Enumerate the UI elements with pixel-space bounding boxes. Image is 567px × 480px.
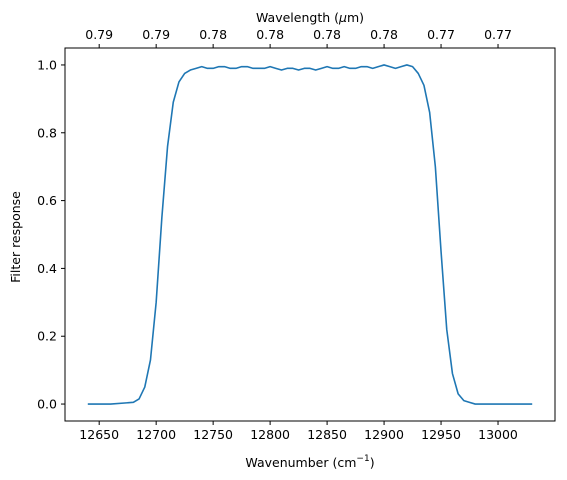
plot-frame (64, 47, 556, 422)
top-x-tick-label: 0.79 (85, 27, 113, 42)
y-tick-label: 0.0 (37, 397, 57, 412)
y-tick-label: 0.8 (37, 125, 57, 140)
x-tick-label: 12900 (364, 427, 404, 442)
x-tick-label: 12750 (193, 427, 233, 442)
x-axis-title: Wavenumber (cm−1) (245, 454, 374, 470)
top-x-tick-label: 0.78 (199, 27, 227, 42)
y-tick-label: 0.4 (37, 261, 57, 276)
top-x-tick-label: 0.77 (484, 27, 512, 42)
x-tick-label: 13000 (478, 427, 518, 442)
x-tick-label: 12650 (79, 427, 119, 442)
top-axis-title: Wavelength (μm) (256, 10, 364, 25)
x-tick-label: 12850 (307, 427, 347, 442)
top-x-axis: 0.79 0.79 0.78 0.78 0.78 0.78 0.77 0.77 (85, 27, 512, 48)
y-tick-label: 0.6 (37, 193, 57, 208)
x-tick-label: 12700 (136, 427, 176, 442)
series-layer (87, 64, 533, 405)
top-x-tick-label: 0.78 (256, 27, 284, 42)
x-tick-label: 12800 (250, 427, 290, 442)
x-tick-label: 12950 (421, 427, 461, 442)
series-line-0 (87, 64, 533, 405)
top-x-tick-label: 0.77 (427, 27, 455, 42)
top-x-tick-label: 0.78 (313, 27, 341, 42)
y-axis: 0.0 0.2 0.4 0.6 0.8 1.0 (37, 57, 65, 412)
y-tick-label: 1.0 (37, 57, 57, 72)
top-x-tick-label: 0.78 (370, 27, 398, 42)
y-tick-label: 0.2 (37, 329, 57, 344)
y-axis-title: Filter response (8, 191, 23, 283)
top-x-tick-label: 0.79 (142, 27, 170, 42)
bottom-x-axis: 12650 12700 12750 12800 12850 12900 12950 13000 (79, 421, 518, 442)
